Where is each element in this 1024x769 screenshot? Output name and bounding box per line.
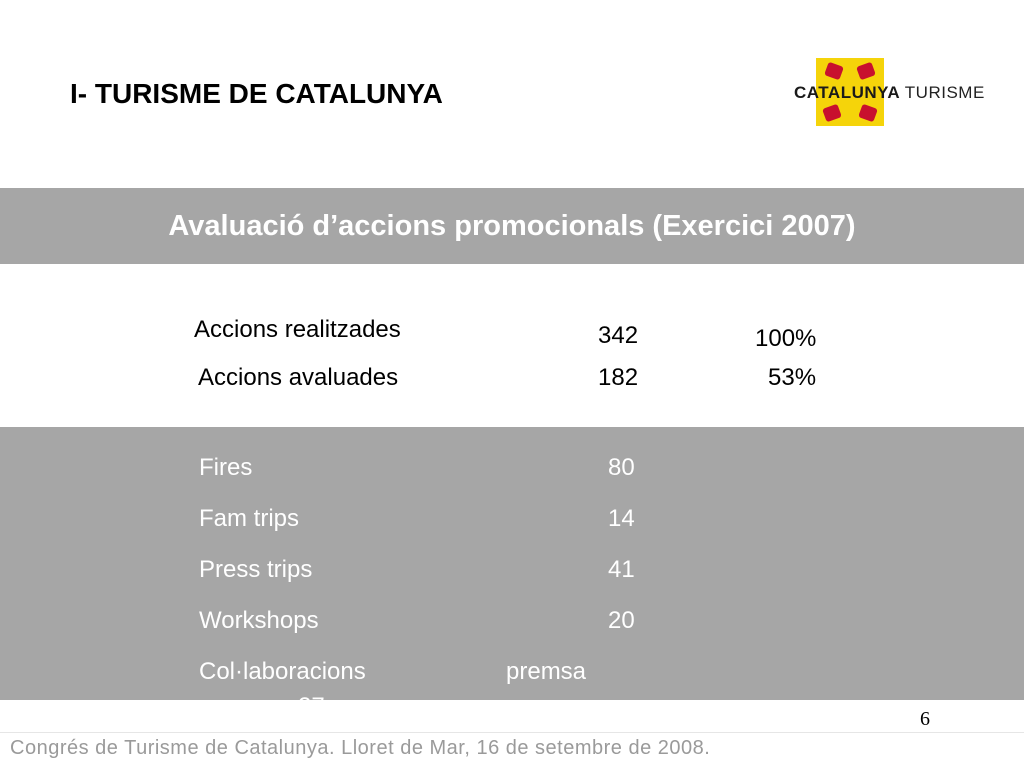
- title-banner: Avaluació d’accions promocionals (Exerci…: [0, 188, 1024, 264]
- banner-title: Avaluació d’accions promocionals (Exerci…: [168, 209, 856, 242]
- breakdown-value: premsa: [506, 658, 587, 685]
- breakdown-label: Col·laboracions: [199, 658, 366, 685]
- slide-heading: I- TURISME DE CATALUNYA: [70, 78, 443, 109]
- summary-count: 182: [598, 364, 639, 391]
- breakdown-label: Fires: [199, 454, 253, 481]
- breakdown-value: 14: [608, 505, 635, 532]
- breakdown-value: 20: [608, 607, 635, 634]
- summary-percent: 100%: [755, 325, 817, 352]
- breakdown-label: Fam trips: [199, 505, 300, 532]
- footer-bar: Congrés de Turisme de Catalunya. Lloret …: [0, 732, 1024, 769]
- logo-suffix-text: TURISME: [904, 83, 985, 102]
- summary-percent: 53%: [768, 364, 817, 391]
- breakdown-value: 41: [608, 556, 635, 583]
- page-number: 6: [920, 708, 930, 730]
- breakdown-panel: Fires 80 Fam trips 14 Press trips 41 Wor…: [0, 427, 1024, 700]
- footer-text: Congrés de Turisme de Catalunya. Lloret …: [10, 737, 711, 759]
- catalunya-turisme-logo: CATALUNYA TURISME: [788, 58, 993, 130]
- summary-count: 342: [598, 322, 639, 349]
- summary-label: Accions avaluades: [198, 364, 399, 391]
- breakdown-label: Press trips: [199, 556, 313, 583]
- breakdown-value: 80: [608, 454, 635, 481]
- breakdown-label: Workshops: [199, 607, 319, 634]
- logo-wordmark: CATALUNYA TURISME: [794, 83, 985, 103]
- breakdown-value: 27: [298, 693, 325, 700]
- logo-brand-text: CATALUNYA: [794, 83, 900, 102]
- summary-label: Accions realitzades: [194, 316, 401, 343]
